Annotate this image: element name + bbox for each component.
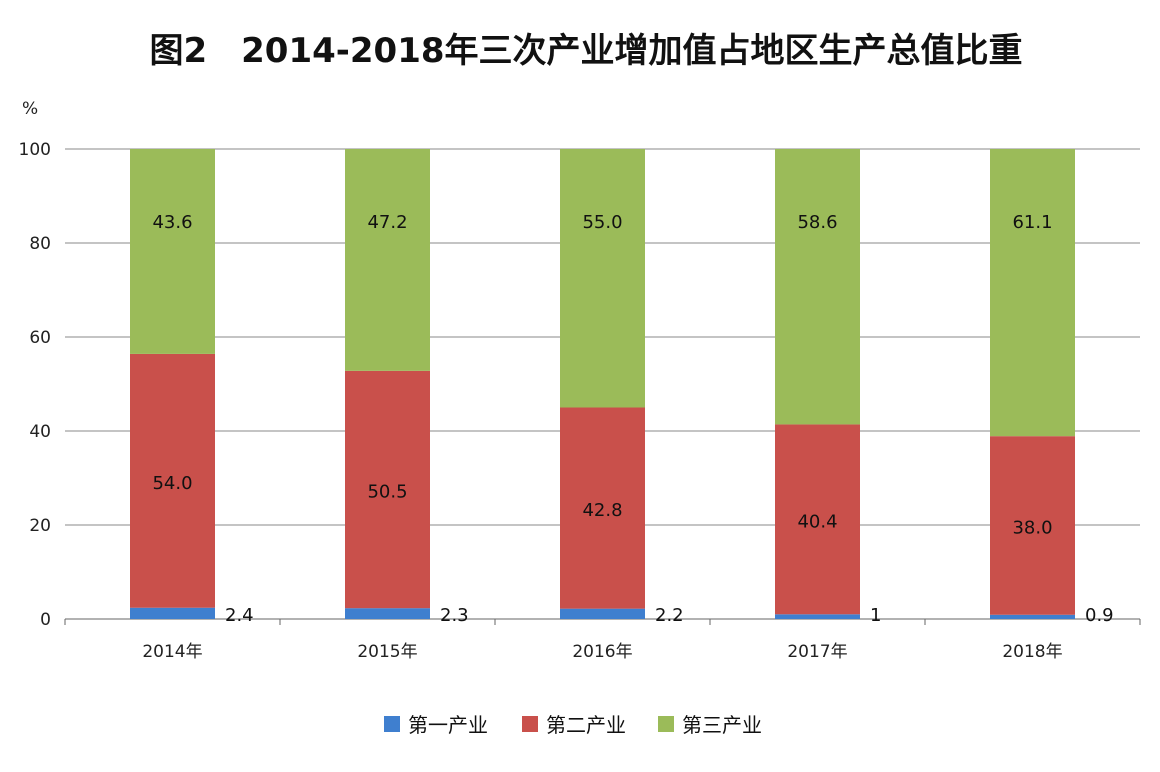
legend-label: 第一产业 <box>408 713 488 737</box>
data-label: 50.5 <box>367 482 407 503</box>
data-label: 2.2 <box>655 605 684 626</box>
chart-title: 图2 2014-2018年三次产业增加值占地区生产总值比重 <box>149 31 1022 71</box>
bar-segment-2 <box>130 353 215 608</box>
y-tick-label: 40 <box>29 422 51 442</box>
data-label: 42.8 <box>582 500 622 521</box>
bar-segment-1 <box>990 614 1075 619</box>
y-tick-label: 0 <box>40 610 51 630</box>
data-label: 58.6 <box>797 212 837 233</box>
bar-segment-2 <box>990 436 1075 615</box>
data-label: 54.0 <box>152 473 192 494</box>
y-tick-label: 20 <box>29 516 51 536</box>
data-label: 38.0 <box>1012 517 1052 538</box>
bar-segment-1 <box>130 607 215 619</box>
data-label: 43.6 <box>152 212 192 233</box>
x-tick-label: 2016年 <box>572 642 632 662</box>
legend-swatch <box>658 716 674 732</box>
legend-swatch <box>384 716 400 732</box>
bar-segment-3 <box>560 149 645 408</box>
x-tick-label: 2014年 <box>142 642 202 662</box>
legend-label: 第三产业 <box>682 713 762 737</box>
bar-segment-2 <box>560 407 645 609</box>
bar-segment-3 <box>130 149 215 354</box>
bar-segment-1 <box>775 614 860 619</box>
y-axis-label: % <box>22 99 38 119</box>
data-label: 40.4 <box>797 511 837 532</box>
legend-swatch <box>522 716 538 732</box>
data-label: 61.1 <box>1012 212 1052 233</box>
y-tick-label: 60 <box>29 328 51 348</box>
legend-label: 第二产业 <box>546 713 626 737</box>
bar-segment-2 <box>345 370 430 609</box>
data-label: 55.0 <box>582 212 622 233</box>
x-tick-label: 2017年 <box>787 642 847 662</box>
bar-segment-1 <box>560 608 645 619</box>
data-label: 2.3 <box>440 605 469 626</box>
bar-segment-3 <box>345 149 430 371</box>
x-tick-label: 2018年 <box>1002 642 1062 662</box>
data-label: 47.2 <box>367 212 407 233</box>
bar-segment-3 <box>775 149 860 425</box>
data-label: 2.4 <box>225 605 254 626</box>
bar-segment-1 <box>345 608 430 619</box>
data-label: 0.9 <box>1085 605 1114 626</box>
bar-segment-2 <box>775 424 860 615</box>
x-tick-label: 2015年 <box>357 642 417 662</box>
bar-segment-3 <box>990 149 1075 437</box>
y-tick-label: 100 <box>19 140 51 160</box>
data-label: 1 <box>870 605 881 626</box>
y-tick-label: 80 <box>29 234 51 254</box>
